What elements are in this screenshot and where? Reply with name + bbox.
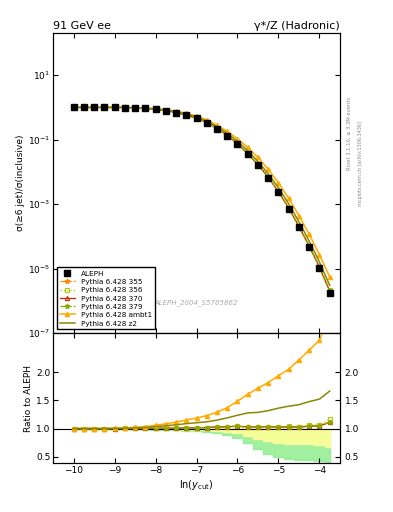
ALEPH (235, 141, 240, 147)
Text: ALEPH_2004_S5765862: ALEPH_2004_S5765862 (155, 300, 238, 307)
ALEPH (133, 105, 138, 111)
Text: Rivet 3.1.10, ≥ 3.3M events: Rivet 3.1.10, ≥ 3.3M events (347, 96, 352, 170)
ALEPH (204, 120, 209, 126)
Y-axis label: Ratio to ALEPH: Ratio to ALEPH (24, 365, 33, 432)
Text: mcplots.cern.ch [arXiv:1306.3436]: mcplots.cern.ch [arXiv:1306.3436] (358, 121, 363, 206)
ALEPH (102, 104, 107, 111)
Text: 91 GeV ee: 91 GeV ee (53, 21, 111, 31)
ALEPH (276, 189, 281, 195)
ALEPH (143, 105, 148, 112)
ALEPH (194, 115, 199, 121)
ALEPH (81, 104, 86, 111)
Y-axis label: σ(≥6 jet)/σ(inclusive): σ(≥6 jet)/σ(inclusive) (16, 135, 25, 231)
X-axis label: ln($y_{\rm cut}$): ln($y_{\rm cut}$) (179, 478, 214, 492)
ALEPH (153, 106, 158, 113)
ALEPH (71, 104, 76, 111)
ALEPH (225, 133, 230, 139)
ALEPH (112, 104, 117, 111)
ALEPH (297, 224, 301, 230)
ALEPH (307, 244, 312, 250)
ALEPH (163, 108, 168, 114)
Legend: ALEPH, Pythia 6.428 355, Pythia 6.428 356, Pythia 6.428 370, Pythia 6.428 379, P: ALEPH, Pythia 6.428 355, Pythia 6.428 35… (57, 267, 155, 329)
ALEPH (123, 104, 127, 111)
ALEPH (266, 175, 270, 181)
Text: γ*/Z (Hadronic): γ*/Z (Hadronic) (254, 21, 340, 31)
ALEPH (215, 125, 219, 132)
Line: ALEPH: ALEPH (71, 104, 332, 295)
ALEPH (92, 104, 96, 111)
ALEPH (184, 112, 189, 118)
ALEPH (286, 205, 291, 211)
ALEPH (327, 289, 332, 295)
ALEPH (245, 151, 250, 157)
ALEPH (174, 110, 178, 116)
ALEPH (255, 162, 260, 168)
ALEPH (317, 265, 322, 271)
